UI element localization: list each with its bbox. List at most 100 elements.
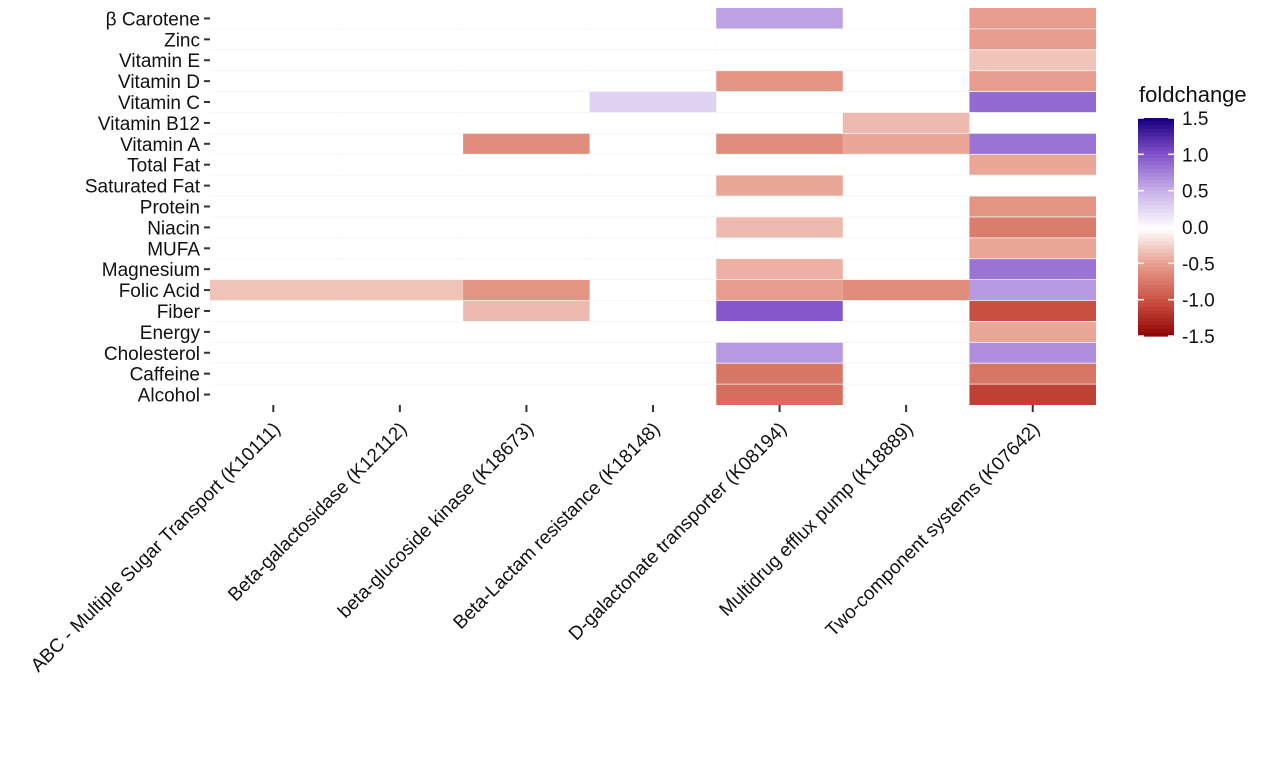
heatmap-cell bbox=[842, 279, 970, 301]
legend-tick-label: -0.5 bbox=[1182, 254, 1215, 275]
empty-cell bbox=[336, 300, 464, 322]
heatmap-cell bbox=[842, 133, 970, 155]
heatmap-cell bbox=[716, 384, 843, 405]
empty-cell bbox=[210, 363, 337, 385]
legend-tick-label: -1.5 bbox=[1182, 327, 1215, 348]
y-tick-label: Cholesterol bbox=[104, 344, 200, 365]
legend-gradient-slice bbox=[1138, 165, 1174, 170]
heatmap-cell bbox=[969, 321, 1096, 343]
empty-cell bbox=[336, 70, 464, 92]
legend-gradient-slice bbox=[1138, 128, 1174, 134]
legend-gradient-slice bbox=[1138, 139, 1174, 145]
empty-cell bbox=[842, 384, 970, 405]
empty-cell bbox=[716, 237, 843, 259]
legend-gradient-slice bbox=[1138, 118, 1174, 123]
legend-tick-label: 1.0 bbox=[1182, 145, 1208, 166]
y-tick-label: β Carotene bbox=[106, 9, 200, 30]
heatmap-cell bbox=[969, 300, 1096, 322]
y-tick-label: Zinc bbox=[164, 30, 200, 51]
heatmap-cell bbox=[463, 279, 590, 301]
empty-cell bbox=[589, 216, 717, 238]
y-tick-label: Fiber bbox=[157, 302, 201, 323]
legend-gradient-slice bbox=[1138, 223, 1174, 228]
legend-gradient-slice bbox=[1138, 237, 1174, 243]
legend-gradient-slice bbox=[1138, 172, 1174, 177]
empty-cell bbox=[463, 216, 590, 238]
legend-gradient-slice bbox=[1138, 157, 1174, 163]
legend-gradient-slice bbox=[1138, 306, 1174, 312]
empty-cell bbox=[842, 342, 970, 364]
legend-gradient-slice bbox=[1138, 227, 1174, 232]
legend-gradient-slice bbox=[1138, 197, 1174, 203]
y-tick-label: Vitamin A bbox=[120, 135, 200, 156]
heatmap-cell bbox=[716, 342, 843, 364]
heatmap-cell bbox=[969, 237, 1096, 259]
legend-gradient-slice bbox=[1138, 263, 1174, 268]
x-tick-label: Two-component systems (K07642) bbox=[822, 419, 1044, 641]
heatmap-cell bbox=[716, 258, 843, 280]
empty-cell bbox=[589, 237, 717, 259]
empty-cell bbox=[842, 321, 970, 343]
y-tick-label: Folic Acid bbox=[119, 281, 200, 302]
heatmap-cells bbox=[210, 8, 1096, 405]
empty-cell bbox=[589, 300, 717, 322]
empty-cell bbox=[463, 237, 590, 259]
legend-gradient-slice bbox=[1138, 310, 1174, 315]
legend-gradient-slice bbox=[1138, 161, 1174, 166]
y-tick-label: Alcohol bbox=[138, 386, 200, 407]
empty-cell bbox=[842, 300, 970, 322]
empty-cell bbox=[589, 258, 717, 280]
heatmap-cell bbox=[463, 300, 590, 322]
y-tick-label: Vitamin B12 bbox=[98, 114, 200, 135]
legend-gradient-slice bbox=[1138, 292, 1174, 297]
empty-cell bbox=[716, 196, 843, 217]
legend-gradient-slice bbox=[1138, 317, 1174, 323]
empty-cell bbox=[842, 258, 970, 280]
legend-gradient-slice bbox=[1138, 259, 1174, 264]
legend-gradient-slice bbox=[1138, 230, 1174, 235]
empty-cell bbox=[210, 91, 337, 113]
y-tick-label: MUFA bbox=[147, 239, 200, 260]
empty-cell bbox=[589, 49, 717, 71]
empty-cell bbox=[463, 8, 590, 29]
empty-cell bbox=[842, 363, 970, 385]
legend-gradient-slice bbox=[1138, 205, 1174, 210]
y-tick-label: Energy bbox=[140, 323, 201, 344]
empty-cell bbox=[336, 49, 464, 71]
heatmap-cell bbox=[969, 8, 1096, 29]
empty-cell bbox=[463, 196, 590, 217]
empty-cell bbox=[589, 342, 717, 364]
legend-gradient-slice bbox=[1138, 187, 1174, 192]
legend-gradient-slice bbox=[1138, 256, 1174, 261]
legend-tick-label: -1.0 bbox=[1182, 291, 1215, 312]
empty-cell bbox=[336, 321, 464, 343]
legend-gradient-slice bbox=[1138, 176, 1174, 181]
empty-cell bbox=[336, 8, 464, 29]
legend-gradient-slice bbox=[1138, 281, 1174, 286]
y-tick-label: Magnesium bbox=[102, 260, 200, 281]
empty-cell bbox=[589, 154, 717, 176]
empty-cell bbox=[716, 28, 843, 50]
heatmap-cell bbox=[716, 216, 843, 238]
empty-cell bbox=[589, 321, 717, 343]
heatmap-cell bbox=[969, 258, 1096, 280]
empty-cell bbox=[336, 196, 464, 217]
empty-cell bbox=[336, 363, 464, 385]
heatmap-cell bbox=[969, 49, 1096, 71]
empty-cell bbox=[842, 175, 970, 197]
empty-cell bbox=[589, 175, 717, 197]
heatmap-cell bbox=[969, 91, 1096, 113]
legend-gradient-slice bbox=[1138, 321, 1174, 326]
legend-title: foldchange bbox=[1139, 82, 1247, 107]
legend-gradient-slice bbox=[1138, 241, 1174, 246]
legend-gradient-slice bbox=[1138, 201, 1174, 206]
legend-gradient-slice bbox=[1138, 288, 1174, 293]
legend-tick-label: 0.5 bbox=[1182, 182, 1208, 203]
empty-cell bbox=[336, 175, 464, 197]
empty-cell bbox=[716, 154, 843, 176]
empty-cell bbox=[589, 279, 717, 301]
empty-cell bbox=[589, 384, 717, 405]
empty-cell bbox=[716, 112, 843, 134]
legend-gradient-slice bbox=[1138, 332, 1174, 337]
